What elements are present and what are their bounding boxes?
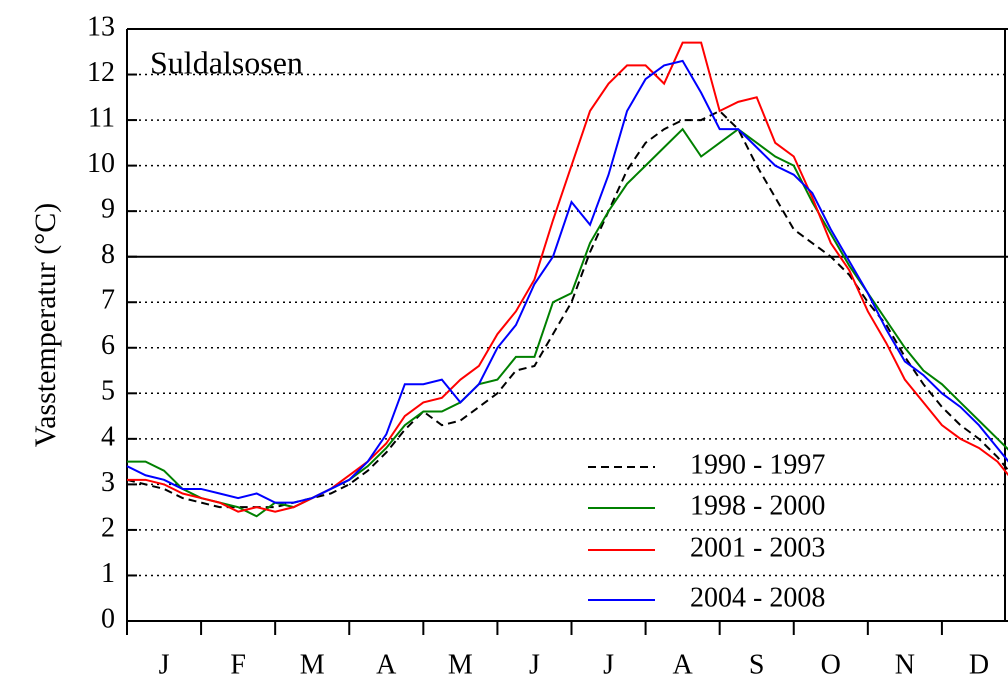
x-tick-label: J — [529, 649, 540, 680]
x-tick-label: A — [376, 649, 397, 680]
y-tick-label: 11 — [88, 102, 115, 133]
x-tick-label: M — [300, 649, 325, 680]
series-line — [127, 41, 1008, 513]
y-tick-label: 2 — [101, 512, 115, 543]
y-tick-label: 3 — [101, 467, 115, 498]
y-tick-label: 12 — [87, 57, 115, 88]
x-tick-label: A — [673, 649, 694, 680]
chart-title: Suldalsosen — [150, 44, 303, 80]
legend-label: 1990 - 1997 — [690, 449, 825, 480]
x-tick-label: D — [969, 649, 989, 680]
y-tick-label: 13 — [87, 11, 115, 42]
y-tick-label: 8 — [101, 239, 115, 270]
series-line — [126, 59, 1008, 504]
y-tick-label: 1 — [101, 558, 115, 589]
y-tick-label: 0 — [101, 603, 115, 634]
x-tick-label: S — [749, 649, 765, 680]
x-tick-label: N — [895, 649, 915, 680]
x-tick-label: M — [448, 649, 473, 680]
legend-label: 1998 - 2000 — [690, 490, 825, 521]
series-line — [127, 127, 1008, 518]
y-tick-label: 6 — [101, 330, 115, 361]
y-tick-label: 5 — [101, 376, 115, 407]
y-axis-label: Vasstemperatur (°C) — [29, 203, 62, 447]
y-tick-label: 7 — [101, 285, 115, 316]
x-tick-label: J — [159, 649, 170, 680]
legend-label: 2001 - 2003 — [690, 532, 825, 563]
x-tick-label: F — [230, 649, 246, 680]
y-tick-label: 10 — [87, 148, 115, 179]
x-tick-label: J — [603, 649, 614, 680]
x-tick-label: O — [821, 649, 841, 680]
legend-label: 2004 - 2008 — [690, 582, 825, 613]
y-tick-label: 9 — [101, 194, 115, 225]
y-tick-label: 4 — [101, 421, 115, 452]
